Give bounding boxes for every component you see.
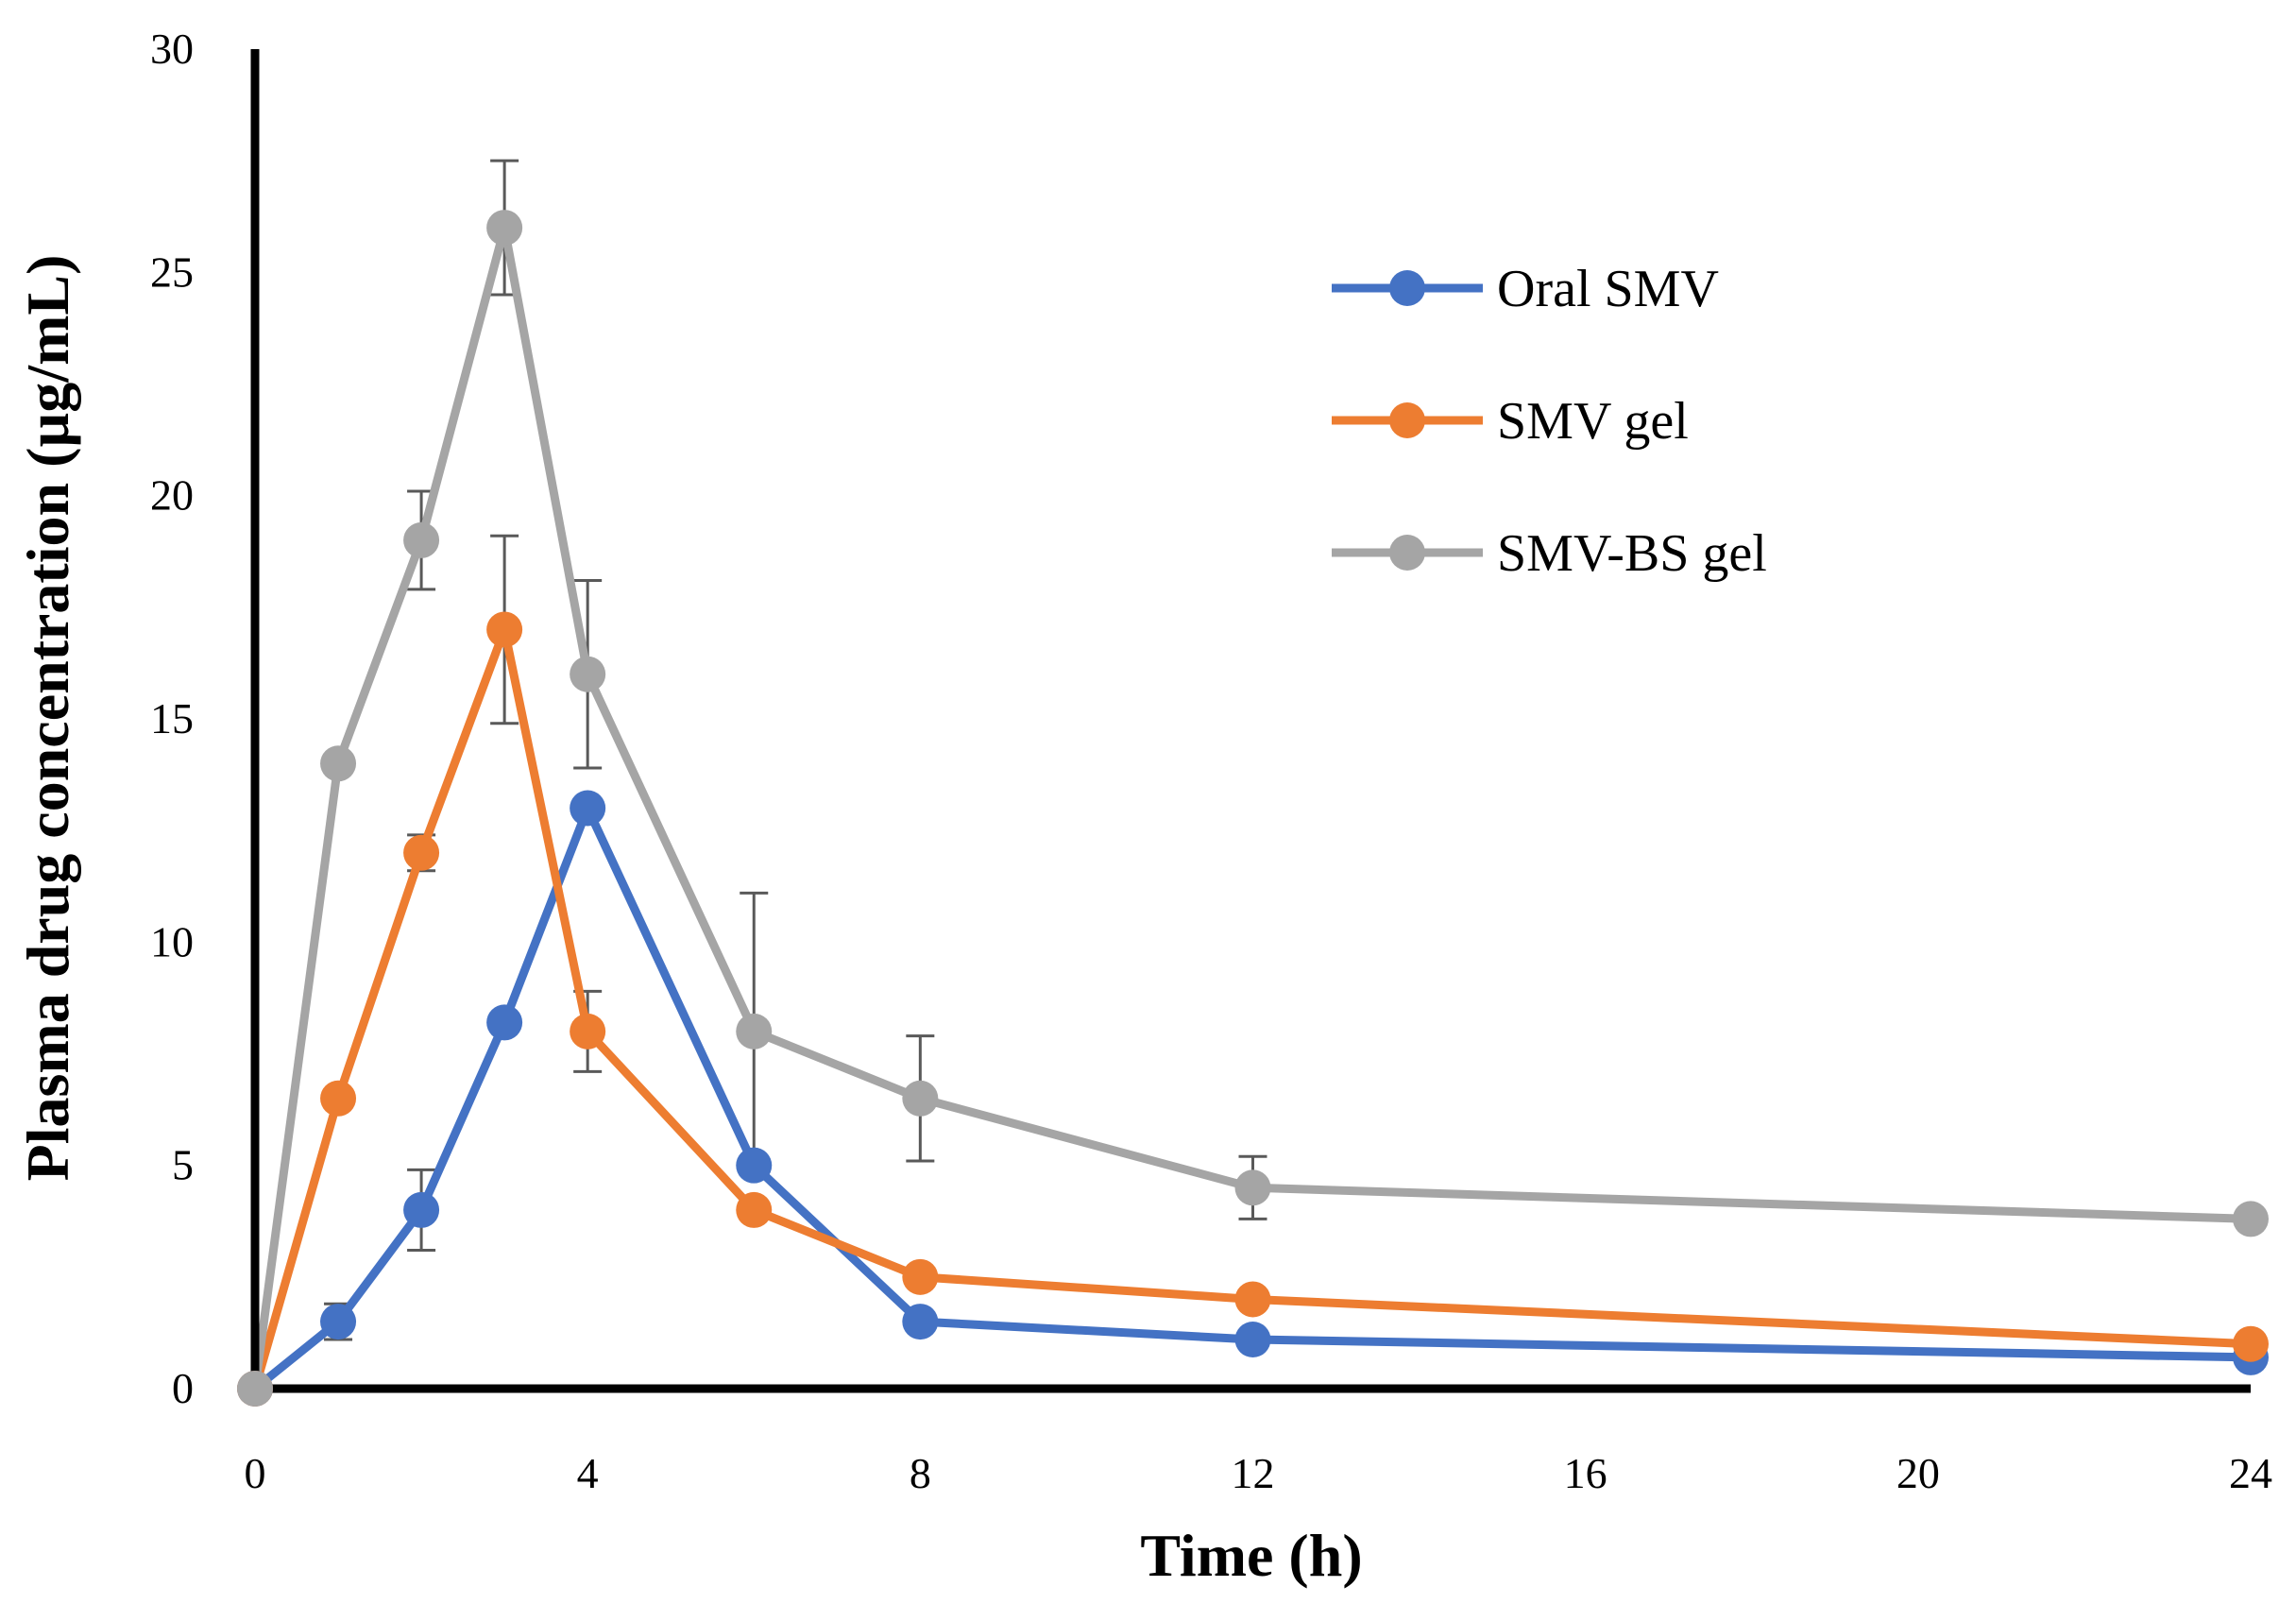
y-tick-label: 30 (150, 25, 194, 73)
smv-gel-point (403, 834, 440, 871)
x-tick-label: 12 (1232, 1449, 1275, 1497)
y-tick-label: 5 (172, 1141, 194, 1189)
oral-smv-point (736, 1147, 773, 1184)
smv-bs-gel-point (570, 656, 606, 692)
smv-bs-gel-point (1234, 1169, 1271, 1206)
y-tick-label: 15 (150, 694, 194, 742)
smv-bs-gel-point (403, 521, 440, 558)
tick-labels: 0 4 8 12 16 20 24 0 5 10 15 20 25 30 (150, 25, 2272, 1497)
y-axis-title: Plasma drug concentration (µg/mL) (14, 255, 81, 1182)
axes (250, 49, 2251, 1393)
legend-item-smv-gel: SMV gel (1332, 392, 1689, 451)
x-tick-label: 16 (1564, 1449, 1607, 1497)
legend-label: SMV-BS gel (1497, 524, 1767, 583)
x-axis-title: Time (h) (1140, 1522, 1362, 1589)
oral-smv-point (570, 790, 606, 827)
smv-gel-point (736, 1191, 773, 1228)
legend-swatch-marker (1389, 402, 1425, 438)
smv-bs-gel-point (237, 1371, 273, 1407)
smv-gel-point (1234, 1281, 1271, 1318)
y-tick-label: 10 (150, 917, 194, 965)
x-tick-label: 20 (1896, 1449, 1940, 1497)
smv-gel-point (486, 611, 523, 648)
smv-gel-line (250, 624, 2252, 1391)
legend: Oral SMV SMV gel SMV-BS gel (1332, 260, 1767, 583)
smv-bs-gel-point (736, 1013, 773, 1049)
legend-swatch-marker (1389, 535, 1425, 571)
smv-gel-point (2233, 1325, 2269, 1362)
legend-item-smv-bs-gel: SMV-BS gel (1332, 524, 1767, 583)
x-tick-label: 8 (910, 1449, 931, 1497)
smv-bs-gel-point (2233, 1201, 2269, 1237)
y-tick-label: 20 (150, 471, 194, 520)
smv-bs-gel-point (320, 745, 357, 782)
oral-smv-point (902, 1304, 939, 1340)
y-tick-label: 25 (150, 247, 194, 296)
smv-gel-point (902, 1258, 939, 1295)
legend-label: SMV gel (1497, 392, 1689, 451)
legend-item-oral-smv: Oral SMV (1332, 260, 1719, 318)
x-tick-label: 4 (577, 1449, 599, 1497)
smv-gel-point (570, 1013, 606, 1049)
oral-smv-point (320, 1304, 357, 1340)
data-points (237, 210, 2269, 1407)
x-tick-label: 0 (245, 1449, 266, 1497)
error-bars (324, 159, 1267, 1341)
y-tick-label: 0 (172, 1364, 194, 1412)
smv-bs-gel-point (902, 1080, 939, 1117)
legend-swatch-marker (1389, 270, 1425, 306)
oral-smv-point (486, 1004, 523, 1041)
smv-bs-gel-point (486, 210, 523, 247)
smv-gel-point (320, 1080, 357, 1117)
oral-smv-point (1234, 1322, 1271, 1358)
x-tick-label: 24 (2229, 1449, 2272, 1497)
oral-smv-point (403, 1191, 440, 1228)
legend-label: Oral SMV (1497, 260, 1719, 318)
